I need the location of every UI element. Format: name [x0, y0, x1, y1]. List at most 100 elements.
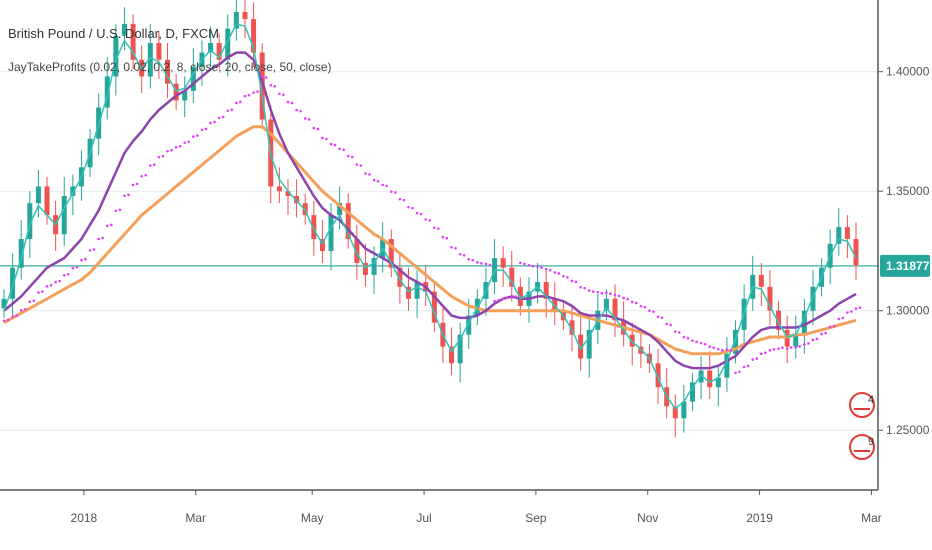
sar-dot	[677, 331, 681, 334]
candle-body	[311, 215, 317, 240]
sar-dot	[376, 179, 380, 183]
sar-dot	[92, 248, 96, 251]
sar-dot	[2, 319, 6, 323]
event-flags[interactable]: 49	[849, 392, 875, 460]
x-tick-label: 2018	[71, 511, 98, 525]
candle-body	[190, 66, 196, 91]
candle-body	[724, 353, 730, 378]
candle-body	[302, 203, 308, 216]
x-axis-ticks[interactable]: 2018 Mar May Jul Sep Nov 2019 Mar	[71, 490, 882, 525]
sar-dot	[686, 336, 690, 340]
candle-body	[405, 286, 411, 299]
sar-dot	[742, 365, 746, 369]
event-flag-count: 9	[868, 436, 874, 448]
sar-dot	[398, 197, 402, 201]
ma-fast-path	[3, 23, 857, 410]
sar-dot	[717, 347, 720, 351]
candle-body	[251, 19, 257, 53]
candle-body	[810, 286, 816, 311]
sar-dot	[230, 108, 234, 112]
sar-dot	[127, 193, 130, 197]
sar-dot	[368, 173, 371, 176]
sar-dot	[433, 226, 436, 229]
sar-dot	[523, 262, 526, 266]
y-axis-ticks[interactable]: 1.40000 1.35000 1.30000 1.25000	[878, 65, 930, 438]
x-tick-label: Jul	[416, 511, 431, 525]
sar-dot	[32, 299, 36, 303]
sar-dot	[80, 258, 83, 262]
candle-body	[10, 267, 16, 299]
sar-dot	[712, 346, 715, 349]
candle-body	[638, 346, 644, 354]
sar-dot	[467, 257, 471, 261]
sar-dot	[6, 318, 10, 322]
sar-dot	[204, 127, 208, 131]
sar-dot	[811, 338, 815, 342]
candle-body	[276, 186, 282, 192]
sar-dot	[372, 178, 376, 182]
x-tick-label: Sep	[525, 511, 547, 525]
indicator-legend[interactable]: JayTakeProfits (0.02, 0.02, 0.2, 8, clos…	[8, 60, 332, 74]
sar-dot	[157, 155, 161, 159]
candle-body	[836, 227, 842, 244]
sar-dot	[41, 290, 44, 293]
sar-dot	[385, 184, 388, 188]
candle-body	[431, 291, 437, 323]
candle-body	[1, 298, 7, 309]
sar-dot	[858, 306, 862, 310]
candle-body	[337, 203, 343, 216]
sar-dot	[54, 280, 57, 284]
sar-dot	[794, 346, 798, 349]
sar-dot	[562, 274, 565, 278]
sar-dot	[789, 346, 793, 349]
sar-dot	[557, 272, 561, 275]
sar-dot	[221, 115, 225, 119]
sar-dot	[841, 316, 845, 320]
candle-body	[466, 315, 472, 335]
sar-dot	[617, 294, 621, 298]
candle-body	[578, 334, 584, 359]
candle-body	[612, 298, 618, 321]
sar-dot	[49, 284, 53, 287]
candle-body	[70, 186, 76, 196]
sar-dot	[760, 352, 763, 356]
sar-dot	[781, 346, 784, 349]
last-price-text: 1.31877	[886, 259, 930, 273]
sar-dot	[846, 311, 849, 314]
sar-dot	[131, 183, 135, 187]
sar-dot	[497, 298, 500, 302]
candle-body	[294, 196, 300, 204]
sar-dot	[738, 370, 741, 374]
grid-lines	[0, 71, 878, 431]
sar-dot	[721, 348, 724, 352]
sar-dot	[484, 262, 488, 266]
sar-dot	[673, 330, 677, 333]
sar-dot	[428, 219, 431, 222]
sar-dot	[178, 144, 182, 148]
candle-body	[801, 310, 807, 335]
sar-dot	[303, 117, 307, 120]
sar-dot	[803, 343, 806, 346]
y-tick-label: 1.25000	[886, 423, 930, 437]
sar-dot	[123, 194, 126, 198]
parabolic-sar-dots	[2, 75, 862, 375]
sar-dot	[691, 339, 694, 343]
sar-dot	[256, 90, 259, 93]
x-tick-label: Mar	[861, 511, 882, 525]
sar-dot	[540, 266, 543, 269]
candle-body	[371, 258, 377, 275]
sar-dot	[755, 357, 759, 360]
sar-dot	[587, 289, 591, 292]
sar-dot	[243, 94, 247, 98]
candle-body	[793, 334, 799, 347]
sar-dot	[699, 341, 703, 345]
candle-body	[216, 43, 222, 60]
sar-dot	[381, 183, 384, 187]
sar-dot	[820, 332, 823, 336]
event-flag-icon	[849, 434, 875, 460]
sar-dot	[273, 84, 277, 88]
sar-dot	[196, 134, 199, 137]
sar-dot	[174, 145, 178, 149]
candle-body	[543, 282, 549, 299]
